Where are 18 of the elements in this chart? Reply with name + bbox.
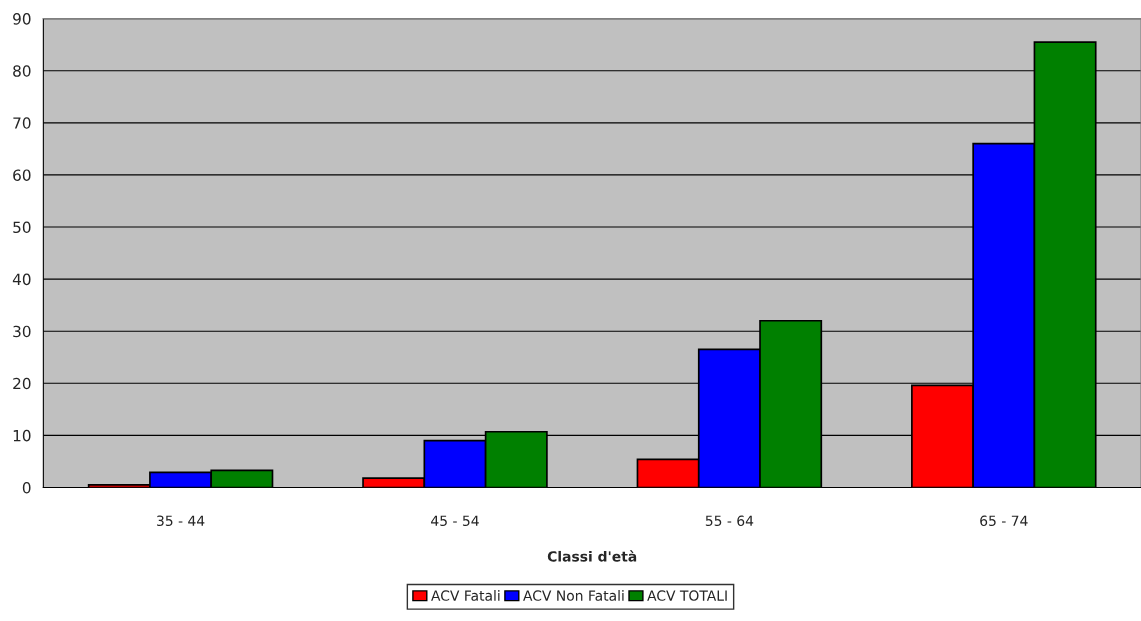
legend-label: ACV TOTALI bbox=[647, 590, 727, 601]
x-tick-label: 45 - 54 bbox=[431, 515, 479, 527]
y-tick-label: 20 bbox=[13, 377, 31, 390]
x-axis-title: Classi d'età bbox=[547, 550, 637, 562]
y-tick-label: 90 bbox=[13, 13, 31, 25]
y-tick-label: 50 bbox=[13, 221, 31, 234]
y-tick-label: 70 bbox=[13, 117, 31, 129]
y-tick-label: 10 bbox=[13, 429, 31, 442]
y-tick-label: 0 bbox=[22, 481, 31, 494]
x-tick-label: 35 - 44 bbox=[157, 515, 205, 527]
legend-label: ACV Non Fatali bbox=[523, 590, 624, 601]
y-tick-label: 40 bbox=[12, 273, 31, 286]
x-tick-label: 65 - 74 bbox=[980, 515, 1028, 527]
x-tick-label: 55 - 64 bbox=[705, 515, 754, 527]
legend-label: ACV Fatali bbox=[431, 590, 500, 601]
y-tick-label: 30 bbox=[13, 325, 31, 338]
y-tick-label: 60 bbox=[13, 169, 31, 181]
y-tick-label: 80 bbox=[13, 65, 31, 77]
